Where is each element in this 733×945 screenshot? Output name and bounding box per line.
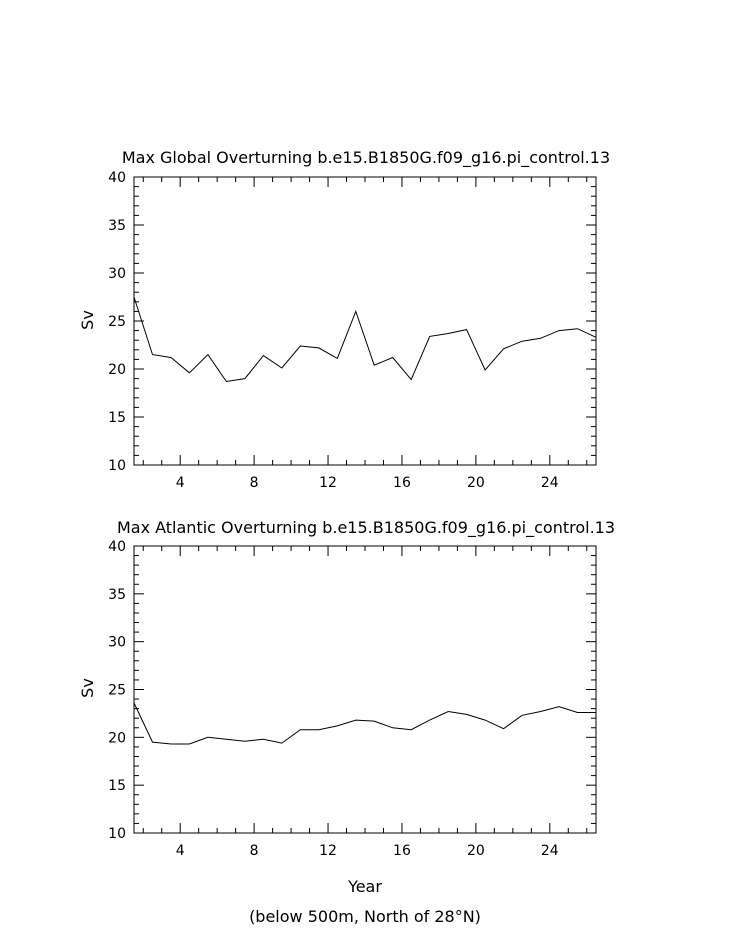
atlantic-y-tick-label: 20 [108,730,126,746]
atlantic-x-tick-label: 4 [176,843,185,859]
footnote: (below 500m, North of 28°N) [249,907,481,926]
atlantic-y-tick-label: 10 [108,826,126,842]
atlantic-x-tick-label: 8 [250,843,259,859]
global-y-tick-label: 40 [108,170,126,186]
atlantic-y-tick-label: 25 [108,683,126,699]
atlantic-y-tick-label: 30 [108,635,126,651]
atlantic-x-tick-label: 12 [319,843,337,859]
atlantic-x-tick-label: 16 [393,843,411,859]
atlantic-y-tick-label: 15 [108,778,126,794]
global-x-tick-label: 24 [541,475,559,491]
atlantic-plot-frame [133,545,597,834]
atlantic-chart-title: Max Atlantic Overturning b.e15.B1850G.f0… [117,518,615,538]
global-y-tick-label: 35 [108,218,126,234]
global-y-tick-label: 30 [108,266,126,282]
global-x-tick-label: 20 [467,475,485,491]
global-x-tick-label: 4 [176,475,185,491]
atlantic-x-tick-label: 24 [541,843,559,859]
atlantic-overturning-line [133,702,596,745]
global-chart-title: Max Global Overturning b.e15.B1850G.f09_… [122,148,610,168]
global-y-axis-label: Sv [78,310,97,330]
atlantic-x-tick-label: 20 [467,843,485,859]
global-y-tick-label: 15 [108,410,126,426]
global-overturning-line [133,296,597,383]
global-x-tick-label: 12 [319,475,337,491]
global-x-tick-label: 8 [250,475,259,491]
atlantic-x-axis-label: Year [347,877,382,896]
global-y-tick-label: 25 [108,314,126,330]
global-overturning-panel: Max Global Overturning b.e15.B1850G.f09_… [78,148,610,491]
global-y-tick-label: 20 [108,362,126,378]
atlantic-y-axis-label: Sv [78,678,97,698]
global-plot-frame [133,176,597,466]
atlantic-y-tick-label: 40 [108,539,126,555]
atlantic-y-tick-label: 35 [108,587,126,603]
atlantic-overturning-panel: Max Atlantic Overturning b.e15.B1850G.f0… [78,518,615,896]
global-x-tick-label: 16 [393,475,411,491]
global-y-tick-label: 10 [108,458,126,474]
